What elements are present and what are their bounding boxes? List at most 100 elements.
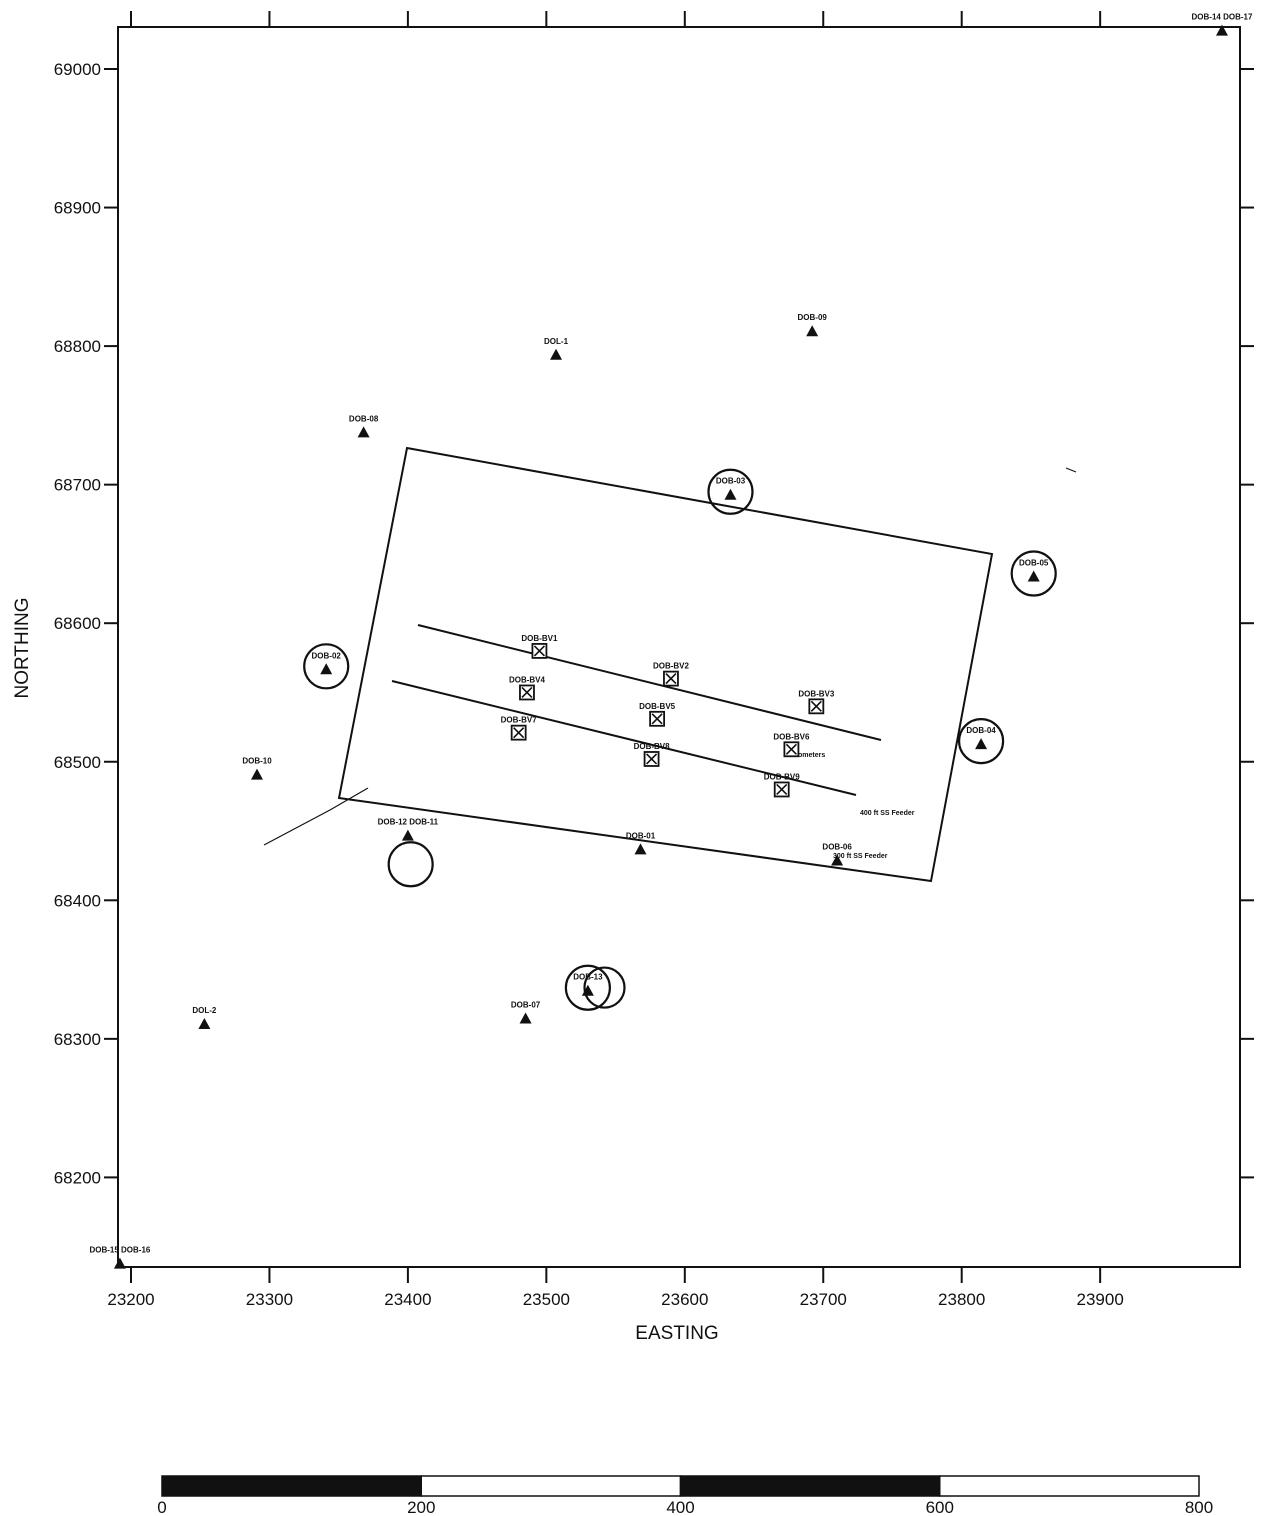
scale-bar-segment — [420, 1475, 682, 1497]
y-axis-ticks: 69000 68900 68800 68700 68600 68500 68400 68300… — [54, 60, 1254, 1187]
piezometer-dob-bv4: DOB-BV4 — [509, 675, 546, 701]
piezometer-label: DOB-BV4 — [509, 675, 546, 684]
y-tick-label: 68900 — [54, 199, 101, 218]
well-label: DOB-08 — [349, 414, 379, 423]
y-tick-label: 68200 — [54, 1168, 101, 1187]
scale-bar-label: 800 — [1185, 1498, 1213, 1516]
well-dob-03: DOB-03 — [707, 468, 754, 515]
well-circle — [957, 718, 1005, 765]
y-tick-label: 68400 — [54, 891, 101, 910]
y-tick-label: 69000 — [54, 60, 101, 79]
well-triangle-icon — [357, 426, 370, 438]
well-label: DOB-02 — [312, 651, 342, 660]
well-circle — [707, 468, 754, 515]
x-axis-ticks: 23200 23300 23400 23500 23600 23700 23800 23900 — [107, 11, 1124, 1309]
well-dob-05: DOB-05 — [1010, 550, 1057, 597]
well-dob-06: DOB-06 — [822, 843, 852, 866]
x-axis-title: EASTING — [635, 1323, 718, 1344]
well-triangle-icon — [1215, 24, 1228, 36]
well-label: DOB-07 — [511, 1000, 541, 1009]
well-label: DOB-03 — [716, 477, 746, 486]
scale-bar-label: 200 — [407, 1498, 435, 1516]
well-dob-10: DOB-10 — [242, 757, 272, 780]
x-tick-label: 23900 — [1077, 1290, 1124, 1309]
piezometer-dob-bv1: DOB-BV1 — [521, 634, 558, 659]
piezometer-line-lower — [391, 680, 857, 796]
well-triangle-icon — [806, 325, 819, 337]
scale-bar-segment — [939, 1475, 1200, 1497]
piezometer-label: DOB-BV3 — [798, 689, 835, 698]
y-tick-label: 68800 — [54, 337, 101, 356]
wells-layer: DOB-09 DOL-1 DOB-08 DOB-03 DOB-05 DOB-02 DOB-0… — [89, 13, 1253, 1269]
well-dob-12: DOB-12 DOB-11 — [378, 818, 439, 841]
piezometers-note: Piezometers — [784, 752, 825, 759]
piezometers-layer: DOB-BV1 DOB-BV2 DOB-BV3 DOB-BV4 DOB-BV5 DOB-B… — [501, 634, 835, 798]
well-triangle-icon — [975, 738, 988, 750]
well-label: DOB-14 DOB-17 — [1192, 13, 1253, 22]
well-dob-15: DOB-15 DOB-16 — [89, 1246, 151, 1269]
well-label: DOL-1 — [544, 337, 569, 346]
well-dol-1: DOL-1 — [544, 337, 569, 360]
y-tick-label: 68600 — [54, 614, 101, 633]
scale-bar-label: 0 — [157, 1498, 166, 1516]
well-dob-14: DOB-14 DOB-17 — [1192, 13, 1253, 36]
well-triangle-icon — [831, 854, 844, 866]
well-label: DOB-10 — [242, 757, 272, 766]
well-dob-02: DOB-02 — [303, 643, 350, 690]
piezometer-dob-bv2: DOB-BV2 — [653, 662, 690, 687]
piezometer-dob-bv7: DOB-BV7 — [501, 716, 538, 741]
well-triangle-icon — [519, 1012, 532, 1024]
scale-bar-label: 400 — [666, 1498, 694, 1516]
well-dol-2: DOL-2 — [192, 1006, 217, 1029]
piezometer-label: DOB-BV6 — [773, 732, 810, 741]
well-label: DOB-01 — [626, 831, 656, 840]
well-triangle-icon — [1027, 570, 1040, 582]
well-label: DOB-09 — [798, 313, 828, 322]
well-label: DOB-15 DOB-16 — [89, 1246, 150, 1255]
piezometer-dob-bv8: DOB-BV8 — [634, 742, 671, 767]
map-frame — [117, 26, 1241, 1268]
y-axis-title: NORTHING — [12, 598, 33, 699]
x-tick-label: 23300 — [246, 1290, 293, 1309]
well-dob-08: DOB-08 — [349, 414, 379, 438]
y-tick-label: 68500 — [54, 753, 101, 772]
well-triangle-icon — [198, 1017, 211, 1029]
piezometer-dob-bv9: DOB-BV9 — [764, 772, 800, 798]
well-circle — [583, 966, 626, 1009]
piezometer-label: DOB-BV1 — [521, 634, 558, 643]
piezometer-label: DOB-BV2 — [653, 662, 690, 671]
x-tick-label: 23500 — [523, 1290, 570, 1309]
well-circle — [303, 643, 350, 690]
well-triangle-icon — [634, 843, 647, 855]
x-tick-label: 23600 — [661, 1290, 708, 1309]
x-tick-label: 23400 — [384, 1290, 431, 1309]
scale-bar-segment — [679, 1475, 941, 1497]
x-tick-label: 23800 — [938, 1290, 985, 1309]
well-triangle-icon — [724, 488, 737, 500]
piezometer-label: DOB-BV8 — [634, 742, 671, 751]
piezometer-dob-bv5: DOB-BV5 — [639, 702, 676, 727]
scale-bar-label: 600 — [926, 1498, 954, 1516]
well-label: DOB-04 — [966, 726, 996, 735]
well-triangle-icon — [550, 348, 563, 360]
x-tick-label: 23700 — [800, 1290, 847, 1309]
well-label: DOB-05 — [1019, 558, 1049, 567]
y-tick-label: 68300 — [54, 1030, 101, 1049]
well-label: DOB-12 DOB-11 — [378, 818, 439, 827]
building-outline — [337, 446, 994, 883]
scale-bar: 0 200 400 600 800 — [157, 1475, 1213, 1516]
piezometer-dob-bv3: DOB-BV3 — [798, 689, 835, 715]
piezometer-label: DOB-BV5 — [639, 702, 676, 711]
piezometer-line-upper — [417, 624, 882, 741]
well-triangle-icon — [113, 1257, 126, 1269]
stray-mark — [1065, 467, 1077, 473]
piezometer-label: DOB-BV7 — [501, 716, 538, 725]
feeder-300-note: 300 ft SS Feeder — [833, 853, 888, 860]
well-label: DOL-2 — [192, 1006, 217, 1015]
scale-bar-segment — [161, 1475, 422, 1497]
feeder-400-note: 400 ft SS Feeder — [860, 810, 915, 817]
well-dob-07: DOB-07 — [511, 1000, 541, 1024]
well-label: DOB-06 — [822, 843, 852, 852]
feeder-line — [263, 787, 369, 846]
well-triangle-icon — [320, 663, 333, 675]
